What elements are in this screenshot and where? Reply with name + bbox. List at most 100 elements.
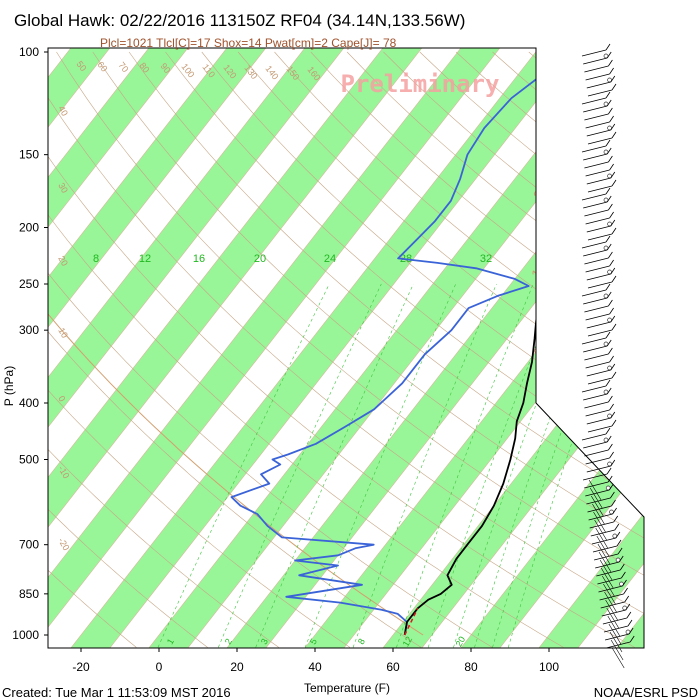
isotherm-line: [48, 48, 234, 648]
dry-adiabat: [48, 51, 635, 648]
wind-barb-flag: [609, 451, 614, 459]
temperature-band: [48, 48, 351, 648]
wind-barb: [581, 49, 607, 57]
wind-barb: [583, 473, 608, 481]
wind-barb-flag: [606, 339, 612, 347]
wind-barb: [599, 593, 624, 601]
wind-barb-tail: [592, 503, 605, 525]
wind-barb-flag: [606, 243, 612, 251]
wind-barb: [585, 217, 610, 225]
isotherm-line: [48, 48, 624, 648]
wind-barb: [587, 281, 613, 289]
mixing-ratio-label: 20: [254, 253, 266, 265]
wind-barb-flag: [605, 427, 611, 435]
wind-barb: [586, 225, 611, 233]
wind-barb-flag: [606, 387, 612, 395]
isotherm-line: [381, 48, 644, 648]
wind-barb: [581, 337, 607, 345]
wind-barb-flag: [610, 219, 616, 227]
wind-barb-flag: [622, 579, 627, 587]
mixing-ratio-label: 16: [193, 253, 205, 265]
wind-barb-flag: [621, 571, 626, 579]
dry-adiabat: [201, 51, 644, 648]
wind-barb: [586, 273, 611, 281]
wind-barb: [584, 353, 609, 361]
wind-barb-flag: [606, 51, 612, 59]
wind-barb-flag: [626, 611, 632, 619]
wind-barb-flag: [605, 379, 611, 387]
x-axis-label: Temperature (F): [304, 681, 390, 695]
footer-credit: NOAA/ESRL PSD: [594, 685, 698, 700]
wind-barb: [581, 145, 607, 153]
wind-barb-flag: [615, 531, 621, 539]
mixing-ratio-label: 24: [324, 253, 336, 265]
wind-barb: [590, 529, 615, 537]
y-tick-label: 500: [19, 452, 39, 466]
chart-subtitle: Plcl=1021 Tlcl[C]=17 Shox=14 Pwat[cm]=2 …: [100, 36, 397, 50]
wind-barb: [587, 233, 613, 241]
wind-barb: [589, 521, 614, 529]
wind-barb-flag: [610, 267, 616, 275]
wind-barb-flag: [611, 371, 617, 379]
watermark: Preliminary: [341, 70, 500, 98]
wind-barb-flag: [609, 355, 614, 363]
wind-barb: [581, 193, 607, 201]
wind-barb-flag: [605, 331, 611, 339]
wind-barb: [586, 81, 611, 89]
wind-barb-flag: [608, 107, 613, 115]
dry-adiabat: [48, 51, 208, 648]
wind-barb: [584, 401, 609, 409]
wind-barb: [586, 177, 611, 185]
wind-barb: [585, 73, 610, 81]
y-axis-label: P (hPa): [2, 366, 16, 406]
dewpoint-profile: [230, 51, 583, 636]
y-tick-label: 1000: [12, 628, 39, 642]
wind-barb-flag: [608, 251, 613, 259]
wind-barb: [587, 329, 613, 337]
isotherm-line: [225, 48, 644, 648]
wind-barb-tail: [594, 519, 607, 541]
wind-barb-flag: [606, 435, 612, 443]
temperature-band: [342, 48, 644, 648]
wind-barb-flag: [606, 467, 612, 475]
wind-barbs: [581, 43, 635, 669]
wind-barb-flag: [610, 491, 615, 499]
mixing-ratio-line: [218, 283, 382, 648]
wind-barb-tail: [610, 639, 624, 661]
wind-barb: [586, 497, 611, 505]
dry-adiabat: [48, 51, 279, 648]
wind-barb-tail: [595, 527, 608, 549]
isotherm-line: [48, 48, 585, 648]
mixing-ratio-low-label: 20: [454, 635, 468, 649]
wind-barb: [584, 209, 609, 217]
mixing-ratio-low-label: 1: [165, 637, 176, 646]
wind-barb: [595, 561, 620, 569]
wind-barb-flag: [611, 419, 617, 427]
wind-barb: [584, 161, 609, 169]
wind-barb-tail: [597, 543, 611, 565]
isotherm-line: [420, 48, 644, 648]
wind-barb-flag: [611, 131, 617, 139]
wind-barb: [586, 129, 611, 137]
wind-barb-flag: [625, 603, 631, 611]
wind-barb-tail: [589, 487, 603, 509]
mixing-ratio-line: [453, 283, 582, 648]
adiabat-label: 10: [56, 326, 70, 340]
wind-barb-tail: [599, 559, 613, 581]
profiles: [230, 51, 644, 636]
dry-adiabat: [165, 51, 644, 648]
wind-barb-flag: [610, 171, 616, 179]
wind-barb-flag: [608, 59, 613, 67]
x-tick-label: 80: [464, 660, 478, 674]
wind-barb-tail: [588, 479, 602, 501]
wind-barb: [584, 305, 609, 313]
mixing-ratio-low-label: 8: [356, 637, 367, 646]
adiabat-label: 30: [56, 181, 70, 195]
wind-barb-flag: [611, 499, 616, 507]
isotherm-line: [48, 48, 429, 648]
x-tick-label: 100: [539, 660, 559, 674]
wind-barb-tail: [596, 535, 610, 557]
wind-barb-flag: [613, 515, 619, 523]
